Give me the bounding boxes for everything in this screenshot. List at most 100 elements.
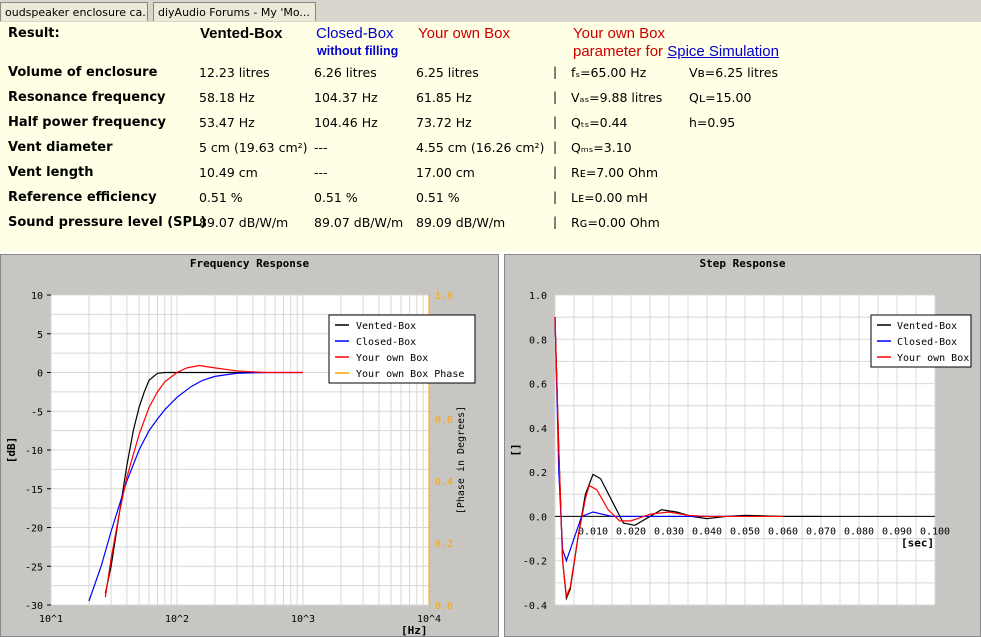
spice-param: Qₜₛ=0.44 (571, 115, 628, 130)
y-tick-label: 0.6 (529, 380, 547, 391)
spice-param: fₛ=65.00 Hz (571, 65, 647, 80)
own-value: 4.55 cm (16.26 cm²) (416, 140, 545, 155)
browser-tab-bar: oudspeaker enclosure ca... diyAudio Foru… (0, 0, 981, 23)
own-value: 6.25 litres (416, 65, 479, 80)
x-tick-label: 0.040 (692, 526, 722, 537)
vented-value: 89.07 dB/W/m (199, 215, 289, 230)
header-closed: Closed-Box (316, 25, 394, 42)
spice-param: Lᴇ=0.00 mH (571, 190, 648, 205)
spice-param: Qₘₛ=3.10 (571, 140, 632, 155)
spice-param: h=0.95 (689, 115, 736, 130)
y-tick-label: -0.2 (523, 557, 547, 568)
step-chart-title: Step Response (699, 257, 786, 270)
column-separator: | (553, 215, 558, 229)
spice-param: Vʙ=6.25 litres (689, 65, 778, 80)
row-label: Half power frequency (8, 115, 166, 130)
tab-enclosure-calculator[interactable]: oudspeaker enclosure ca... (0, 2, 148, 21)
row-label: Sound pressure level (SPL) (8, 215, 207, 230)
y-tick-label: 0.8 (529, 335, 547, 346)
y-tick-label: 10 (31, 291, 43, 302)
x-tick-label: 0.090 (882, 526, 912, 537)
x-tick-label: 0.020 (616, 526, 646, 537)
vented-value: 10.49 cm (199, 165, 258, 180)
y-axis-label: [] (509, 443, 522, 456)
y-tick-label: -5 (31, 407, 43, 418)
header-closed-sub: without filling (317, 44, 399, 58)
y2-tick-label: 0.0 (435, 601, 453, 612)
legend-label: Closed-Box (897, 337, 957, 348)
result-panel: Result: Vented-Box Closed-Box without fi… (0, 22, 981, 252)
spice-param: Qʟ=15.00 (689, 90, 752, 105)
closed-value: 6.26 litres (314, 65, 377, 80)
legend-label: Vented-Box (356, 321, 416, 332)
step-response-panel: Step Response 1.0 0.8 0.6 0.4 0.2 0.0 -0.2 -0.4… (504, 254, 981, 637)
row-label: Volume of enclosure (8, 65, 158, 80)
x-tick-label: 10^2 (165, 614, 189, 625)
closed-value: 104.46 Hz (314, 115, 378, 130)
column-separator: | (553, 190, 558, 204)
y-tick-label: -25 (25, 562, 43, 573)
vented-value: 5 cm (19.63 cm²) (199, 140, 308, 155)
y2-tick-label: 0.6 (435, 415, 453, 426)
x-tick-label: 10^4 (417, 614, 441, 625)
legend-label: Closed-Box (356, 337, 416, 348)
series-line (554, 317, 821, 601)
closed-value: 89.07 dB/W/m (314, 215, 404, 230)
freq-chart-title: Frequency Response (189, 257, 310, 270)
tab-diyaudio-forums[interactable]: diyAudio Forums - My 'Mo... (153, 2, 316, 21)
column-separator: | (553, 115, 558, 129)
own-value: 61.85 Hz (416, 90, 472, 105)
vented-value: 58.18 Hz (199, 90, 255, 105)
legend-label: Vented-Box (897, 321, 957, 332)
row-label: Resonance frequency (8, 90, 166, 105)
result-title: Result: (8, 26, 60, 41)
series-line (554, 317, 783, 599)
header-spice-1: Your own Box (573, 25, 666, 42)
y-tick-label: -10 (25, 446, 43, 457)
header-own: Your own Box (418, 25, 511, 42)
row-label: Reference efficiency (8, 190, 157, 205)
x-tick-label: 0.060 (768, 526, 798, 537)
x-tick-label: 0.100 (920, 526, 950, 537)
x-tick-label: 0.010 (578, 526, 608, 537)
own-value: 17.00 cm (416, 165, 475, 180)
legend-label: Your own Box (897, 353, 969, 364)
x-tick-label: 10^1 (39, 614, 63, 625)
closed-value: --- (314, 140, 328, 155)
x-tick-label: 0.080 (844, 526, 874, 537)
vented-value: 53.47 Hz (199, 115, 255, 130)
spice-param: Vₐₛ=9.88 litres (571, 90, 663, 105)
row-label: Vent diameter (8, 140, 113, 155)
frequency-response-panel: Frequency Response 10 5 0 -5 -10 -15 -20 -25 -30… (0, 254, 499, 637)
y-tick-label: -30 (25, 601, 43, 612)
y-axis-label: [dB] (5, 437, 18, 464)
column-separator: | (553, 140, 558, 154)
spice-param: Rɢ=0.00 Ohm (571, 215, 660, 230)
vented-value: 0.51 % (199, 190, 243, 205)
x-axis-label: [sec] (901, 536, 934, 549)
y-tick-label: -20 (25, 524, 43, 535)
header-vented: Vented-Box (200, 25, 283, 42)
own-value: 0.51 % (416, 190, 460, 205)
x-tick-label: 10^3 (291, 614, 315, 625)
y2-tick-label: 1.0 (435, 291, 453, 302)
series-line (104, 364, 303, 598)
row-label: Vent length (8, 165, 94, 180)
spice-param: Rᴇ=7.00 Ohm (571, 165, 659, 180)
closed-value: 104.37 Hz (314, 90, 378, 105)
own-value: 73.72 Hz (416, 115, 472, 130)
y-tick-label: 0 (37, 369, 43, 380)
vented-value: 12.23 litres (199, 65, 270, 80)
legend-box (328, 314, 476, 384)
y-tick-label: -15 (25, 485, 43, 496)
y2-tick-label: 0.2 (435, 539, 453, 550)
spice-simulation-link[interactable]: Spice Simulation (667, 43, 779, 60)
header-spice-2: parameter for Spice Simulation (573, 43, 779, 60)
y-tick-label: 1.0 (529, 291, 547, 302)
column-separator: | (553, 65, 558, 79)
y-tick-label: 0.4 (529, 424, 547, 435)
own-value: 89.09 dB/W/m (416, 215, 506, 230)
frequency-response-chart: 10 5 0 -5 -10 -15 -20 -25 -30 10^1 10^2 10^3 10^4 1.0… (5, 291, 476, 636)
legend-label: Your own Box Phase (356, 369, 464, 380)
y2-axis-label: [Phase in Degrees] (456, 406, 467, 514)
